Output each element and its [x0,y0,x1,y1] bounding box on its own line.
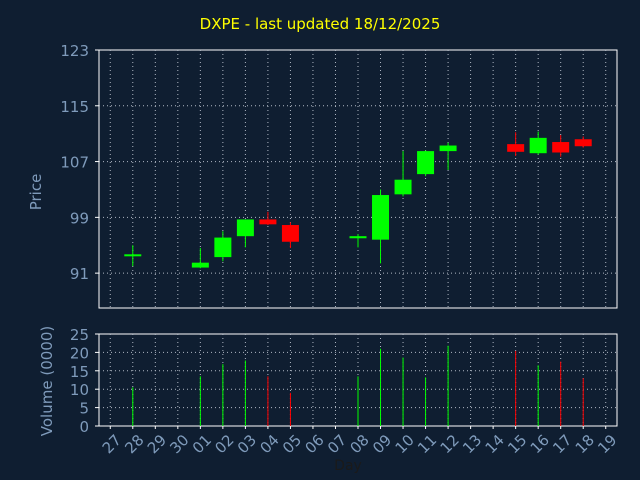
candle-body [529,137,547,154]
volume-tick-label: 15 [70,363,89,381]
chart-title: DXPE - last updated 18/12/2025 [199,15,441,33]
price-tick-label: 107 [60,154,89,172]
candle-body [372,195,390,240]
candle-body [191,262,209,268]
x-axis-label: Day [334,458,362,474]
candle-body [439,145,457,152]
volume-tick-label: 0 [79,418,89,436]
candle-body [349,236,367,239]
candle-body [259,219,277,225]
price-tick-label: 115 [60,98,89,116]
candle-body [507,144,525,152]
candle-body [214,237,232,258]
volume-tick-label: 10 [70,381,89,399]
candle-body [236,219,254,237]
volume-tick-label: 20 [70,344,89,362]
volume-tick-label: 25 [70,326,89,344]
price-tick-label: 99 [70,209,89,227]
candle-body [417,151,435,175]
candle-body [574,139,592,147]
candle-body [394,179,412,195]
candle-body [281,225,299,242]
price-tick-label: 123 [60,42,89,60]
candle-body [124,254,142,257]
volume-tick-label: 5 [79,400,89,418]
x-tick-label: 19 [594,431,620,457]
candle-body [552,142,570,153]
price-tick-label: 91 [70,265,89,283]
